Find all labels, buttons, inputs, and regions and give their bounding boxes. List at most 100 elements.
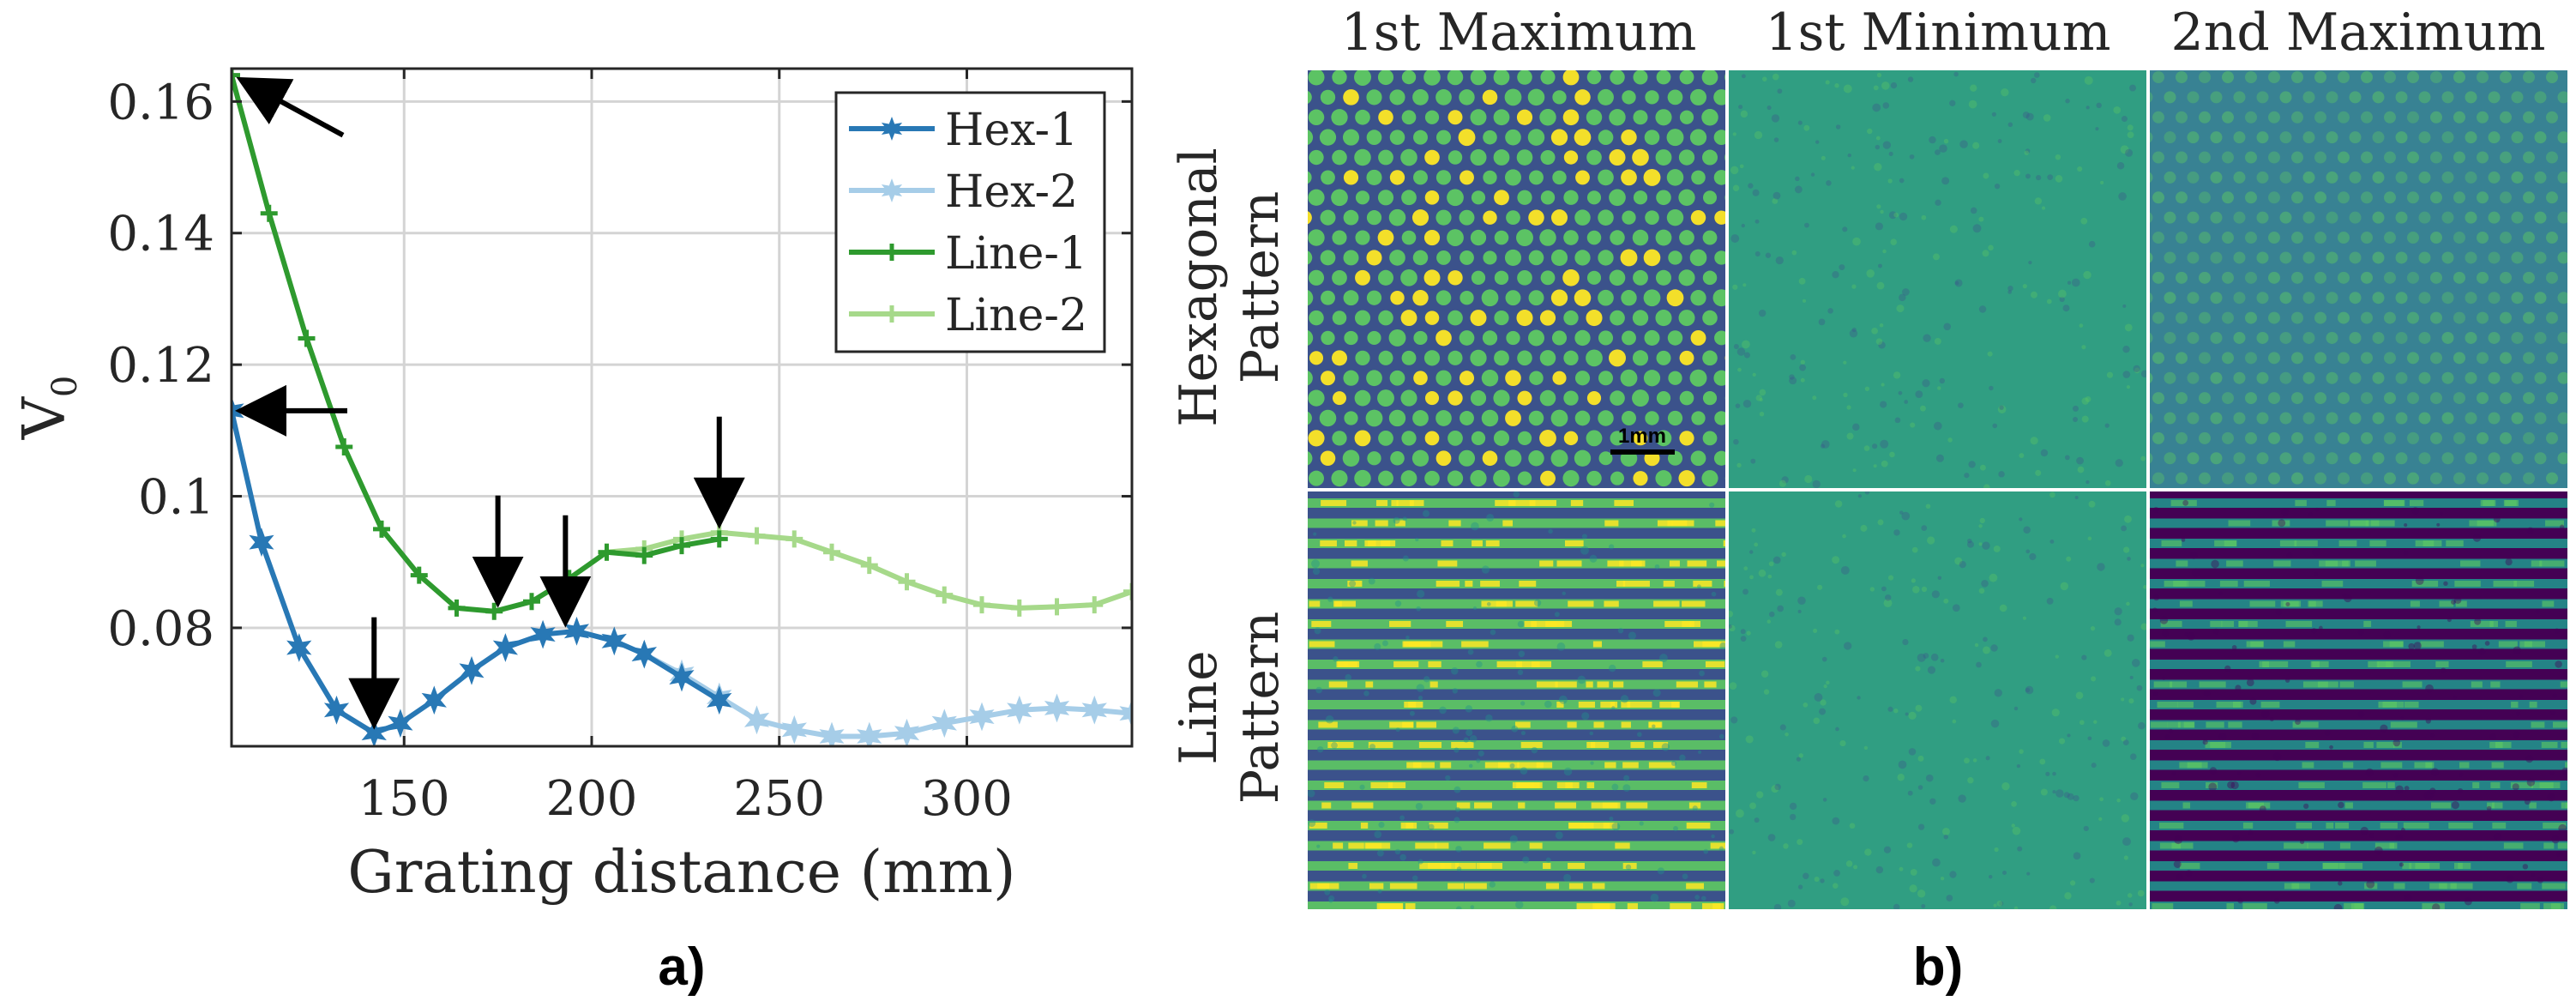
image-tile-r1-c2 <box>2150 491 2567 909</box>
row-title: Line <box>1169 650 1229 764</box>
svg-text:Pattern: Pattern <box>1231 191 1291 384</box>
image-tile-r0-c0 <box>1308 70 1725 488</box>
data-point <box>743 705 770 735</box>
data-point <box>448 599 466 617</box>
y-axis-label-main: V <box>11 395 79 440</box>
line-chart: 150 200 250 300 0.08 0.1 0.12 0.14 0.16 Grating… <box>11 67 1134 997</box>
image-tile-r0-c2 <box>2150 70 2567 488</box>
data-point <box>781 715 807 745</box>
plot-frame <box>230 67 1134 748</box>
image-tile-r1-c1 <box>1729 491 2146 909</box>
svg-text:Hexagonal: Hexagonal <box>1169 148 1229 427</box>
x-axis-ticks: 150 200 250 300 <box>358 69 1013 827</box>
data-point <box>260 204 278 222</box>
data-point <box>598 543 616 561</box>
data-point <box>601 626 627 656</box>
data-point <box>973 596 990 614</box>
data-point <box>286 633 312 662</box>
y-axis-label: V0 <box>11 376 85 441</box>
data-point <box>748 527 766 545</box>
legend-entry[interactable]: Line-1 <box>849 228 1087 280</box>
data-point <box>530 619 556 649</box>
y-tick-label: 0.12 <box>107 338 214 394</box>
data-point <box>323 695 350 725</box>
data-point <box>249 528 274 558</box>
legend-entry[interactable]: Hex-1 <box>849 105 1078 156</box>
x-tick-label: 300 <box>921 771 1013 827</box>
x-tick-label: 250 <box>733 771 825 827</box>
column-title: 1st Minimum <box>1765 3 2110 63</box>
column-titles: 1st Maximum 1st Minimum 2nd Maximum <box>1341 3 2546 63</box>
legend-entry[interactable]: Line-2 <box>849 290 1087 341</box>
legend-marker <box>881 178 903 202</box>
data-point <box>1048 598 1066 616</box>
data-point <box>936 586 954 604</box>
data-point <box>707 685 732 715</box>
data-point <box>1081 695 1107 725</box>
data-point <box>898 573 916 591</box>
scale-bar-label: 1mm <box>1618 425 1666 448</box>
data-point <box>669 662 695 692</box>
x-tick-label: 150 <box>358 771 450 827</box>
column-title: 1st Maximum <box>1341 3 1697 63</box>
legend-box <box>834 91 1106 353</box>
data-point <box>673 537 690 555</box>
data-point <box>931 709 957 739</box>
data-point <box>635 546 653 564</box>
data-point <box>1010 599 1028 617</box>
data-point <box>857 721 882 746</box>
data-point <box>1123 582 1132 600</box>
svg-text:V0: V0 <box>11 376 85 441</box>
data-point <box>1119 698 1132 728</box>
image-tile-r0-c1 <box>1729 70 2146 488</box>
column-title: 2nd Maximum <box>2171 3 2546 63</box>
arrow-annotation <box>236 76 345 138</box>
svg-text:Pattern: Pattern <box>1231 612 1291 805</box>
legend-marker <box>881 117 903 141</box>
legend-marker <box>883 244 900 261</box>
x-axis-label: Grating distance (mm) <box>347 839 1015 907</box>
row-title: Hexagonal <box>1169 148 1229 427</box>
y-tick-label: 0.16 <box>107 75 214 130</box>
legend[interactable]: Hex-1 Hex-2 Line-1 Line-2 <box>834 91 1106 353</box>
data-point <box>631 639 657 669</box>
data-point <box>335 438 353 456</box>
y-tick-label: 0.08 <box>107 601 214 657</box>
data-point <box>459 655 485 685</box>
data-point <box>410 566 428 584</box>
y-axis-ticks: 0.08 0.1 0.12 0.14 0.16 <box>107 75 1132 657</box>
legend-marker <box>883 305 900 323</box>
legend-label: Line-1 <box>945 228 1087 280</box>
data-point <box>1007 695 1032 725</box>
data-point <box>523 593 540 611</box>
svg-text:Line: Line <box>1169 650 1229 764</box>
data-point <box>785 530 803 548</box>
image-grid: 1st Maximum 1st Minimum 2nd Maximum Hexa… <box>1169 3 2567 997</box>
data-point <box>421 685 447 715</box>
panel-label-a: a) <box>658 938 705 997</box>
data-point <box>819 721 845 746</box>
legend-label: Hex-1 <box>945 105 1078 156</box>
y-tick-label: 0.1 <box>138 470 214 526</box>
data-point <box>373 520 390 538</box>
legend-label: Line-2 <box>945 290 1087 341</box>
data-point <box>298 329 316 347</box>
y-tick-label: 0.14 <box>107 207 214 262</box>
data-point <box>1044 693 1070 723</box>
data-point <box>232 69 240 84</box>
row-title: Pattern <box>1231 191 1291 384</box>
legend-entry[interactable]: Hex-2 <box>849 166 1078 218</box>
panel-label-b: b) <box>1913 938 1964 997</box>
data-point <box>969 702 995 732</box>
data-point <box>710 530 728 548</box>
series-line-1 <box>232 69 728 620</box>
arrow-annotations <box>235 76 745 730</box>
data-point <box>1086 596 1104 614</box>
legend-label: Hex-2 <box>945 166 1078 218</box>
y-axis-label-sub: 0 <box>45 376 85 397</box>
data-point <box>823 543 840 561</box>
x-tick-label: 200 <box>546 771 638 827</box>
data-point <box>492 633 519 662</box>
image-tile-r1-c0 <box>1308 491 1725 909</box>
